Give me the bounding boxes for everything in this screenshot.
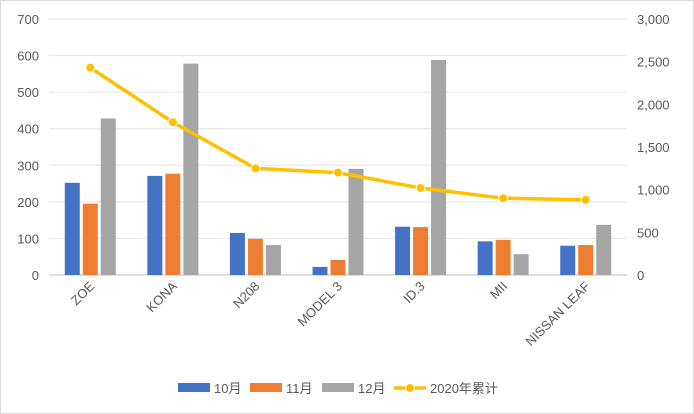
line-point-4	[333, 167, 343, 178]
y-left-tick-label: 500	[17, 85, 39, 100]
bar-1-5	[395, 226, 411, 275]
bar-2-6	[495, 239, 511, 275]
bar-3-5	[431, 59, 447, 276]
legend-item-1: 10月	[178, 381, 241, 396]
bar-2-4	[330, 260, 346, 275]
x-tick-label: MODEL 3	[294, 279, 345, 330]
x-tick-label: N208	[230, 279, 263, 312]
legend-label: 11月	[286, 381, 313, 396]
bar-3-6	[513, 254, 529, 275]
bar-1-4	[312, 266, 328, 275]
y-right-tick-label: 3,000	[637, 12, 670, 27]
legend-marker	[405, 383, 415, 393]
bar-2-2	[165, 173, 181, 275]
y-right-tick-label: 1,500	[637, 140, 670, 155]
legend-label: 10月	[214, 381, 241, 396]
legend-label: 2020年累计	[430, 381, 498, 396]
line-point-7	[580, 194, 591, 205]
bar-2-3	[247, 238, 263, 275]
bar-1-2	[147, 175, 163, 275]
x-tick-label: KONA	[143, 278, 180, 315]
line-cumulative	[89, 66, 586, 202]
left-axis-ticks: 0 100 200 300 400 500 600 700	[17, 12, 39, 283]
bar-1-7	[560, 245, 576, 275]
x-tick-label: MII	[487, 279, 510, 302]
legend-item-4: 2020年累计	[394, 381, 498, 396]
line-point-5	[415, 182, 426, 193]
bar-3-4	[348, 168, 364, 275]
line-point-1	[85, 62, 96, 73]
y-right-tick-label: 1,000	[637, 183, 670, 198]
bar-2-7	[578, 245, 594, 275]
gridlines	[49, 18, 627, 276]
y-left-tick-label: 600	[17, 49, 39, 64]
bar-1-6	[477, 241, 493, 275]
y-right-tick-label: 2,000	[637, 97, 670, 112]
legend-swatch	[178, 383, 210, 392]
bar-3-1	[100, 118, 116, 275]
legend-item-3: 12月	[322, 381, 385, 396]
bar-3-7	[596, 224, 612, 275]
line-point-6	[498, 193, 509, 204]
legend-swatch	[322, 383, 354, 392]
line-point-3	[250, 163, 261, 174]
y-right-tick-label: 0	[637, 268, 644, 283]
y-left-tick-label: 200	[17, 195, 39, 210]
y-left-tick-label: 400	[17, 122, 39, 137]
legend-label: 12月	[358, 381, 385, 396]
bar-1-3	[229, 232, 245, 275]
legend-swatch	[250, 383, 282, 392]
y-right-tick-label: 2,500	[637, 55, 670, 70]
bar-3-2	[183, 63, 199, 275]
x-tick-label: NISSAN LEAF	[522, 278, 592, 348]
legend: 10月 11月 12月 2020年累计	[178, 381, 498, 396]
y-left-tick-label: 700	[17, 12, 39, 27]
bar-1-1	[64, 182, 80, 275]
y-right-tick-label: 500	[637, 225, 659, 240]
bar-series	[64, 59, 612, 276]
y-left-tick-label: 100	[17, 231, 39, 246]
legend-item-2: 11月	[250, 381, 313, 396]
x-tick-label: ID.3	[400, 279, 427, 306]
bar-2-5	[413, 227, 429, 275]
bar-3-3	[265, 245, 281, 275]
x-axis-ticks: ZOE KONA N208 MODEL 3 ID.3 MII NISSAN LEAF	[68, 278, 593, 349]
right-axis-ticks: 0 500 1,000 1,500 2,000 2,500 3,000	[637, 12, 670, 283]
line-series	[85, 62, 591, 205]
line-point-2	[167, 117, 178, 128]
x-tick-label: ZOE	[68, 278, 98, 308]
y-left-tick-label: 300	[17, 158, 39, 173]
y-left-tick-label: 0	[32, 268, 39, 283]
bar-2-1	[82, 203, 98, 275]
